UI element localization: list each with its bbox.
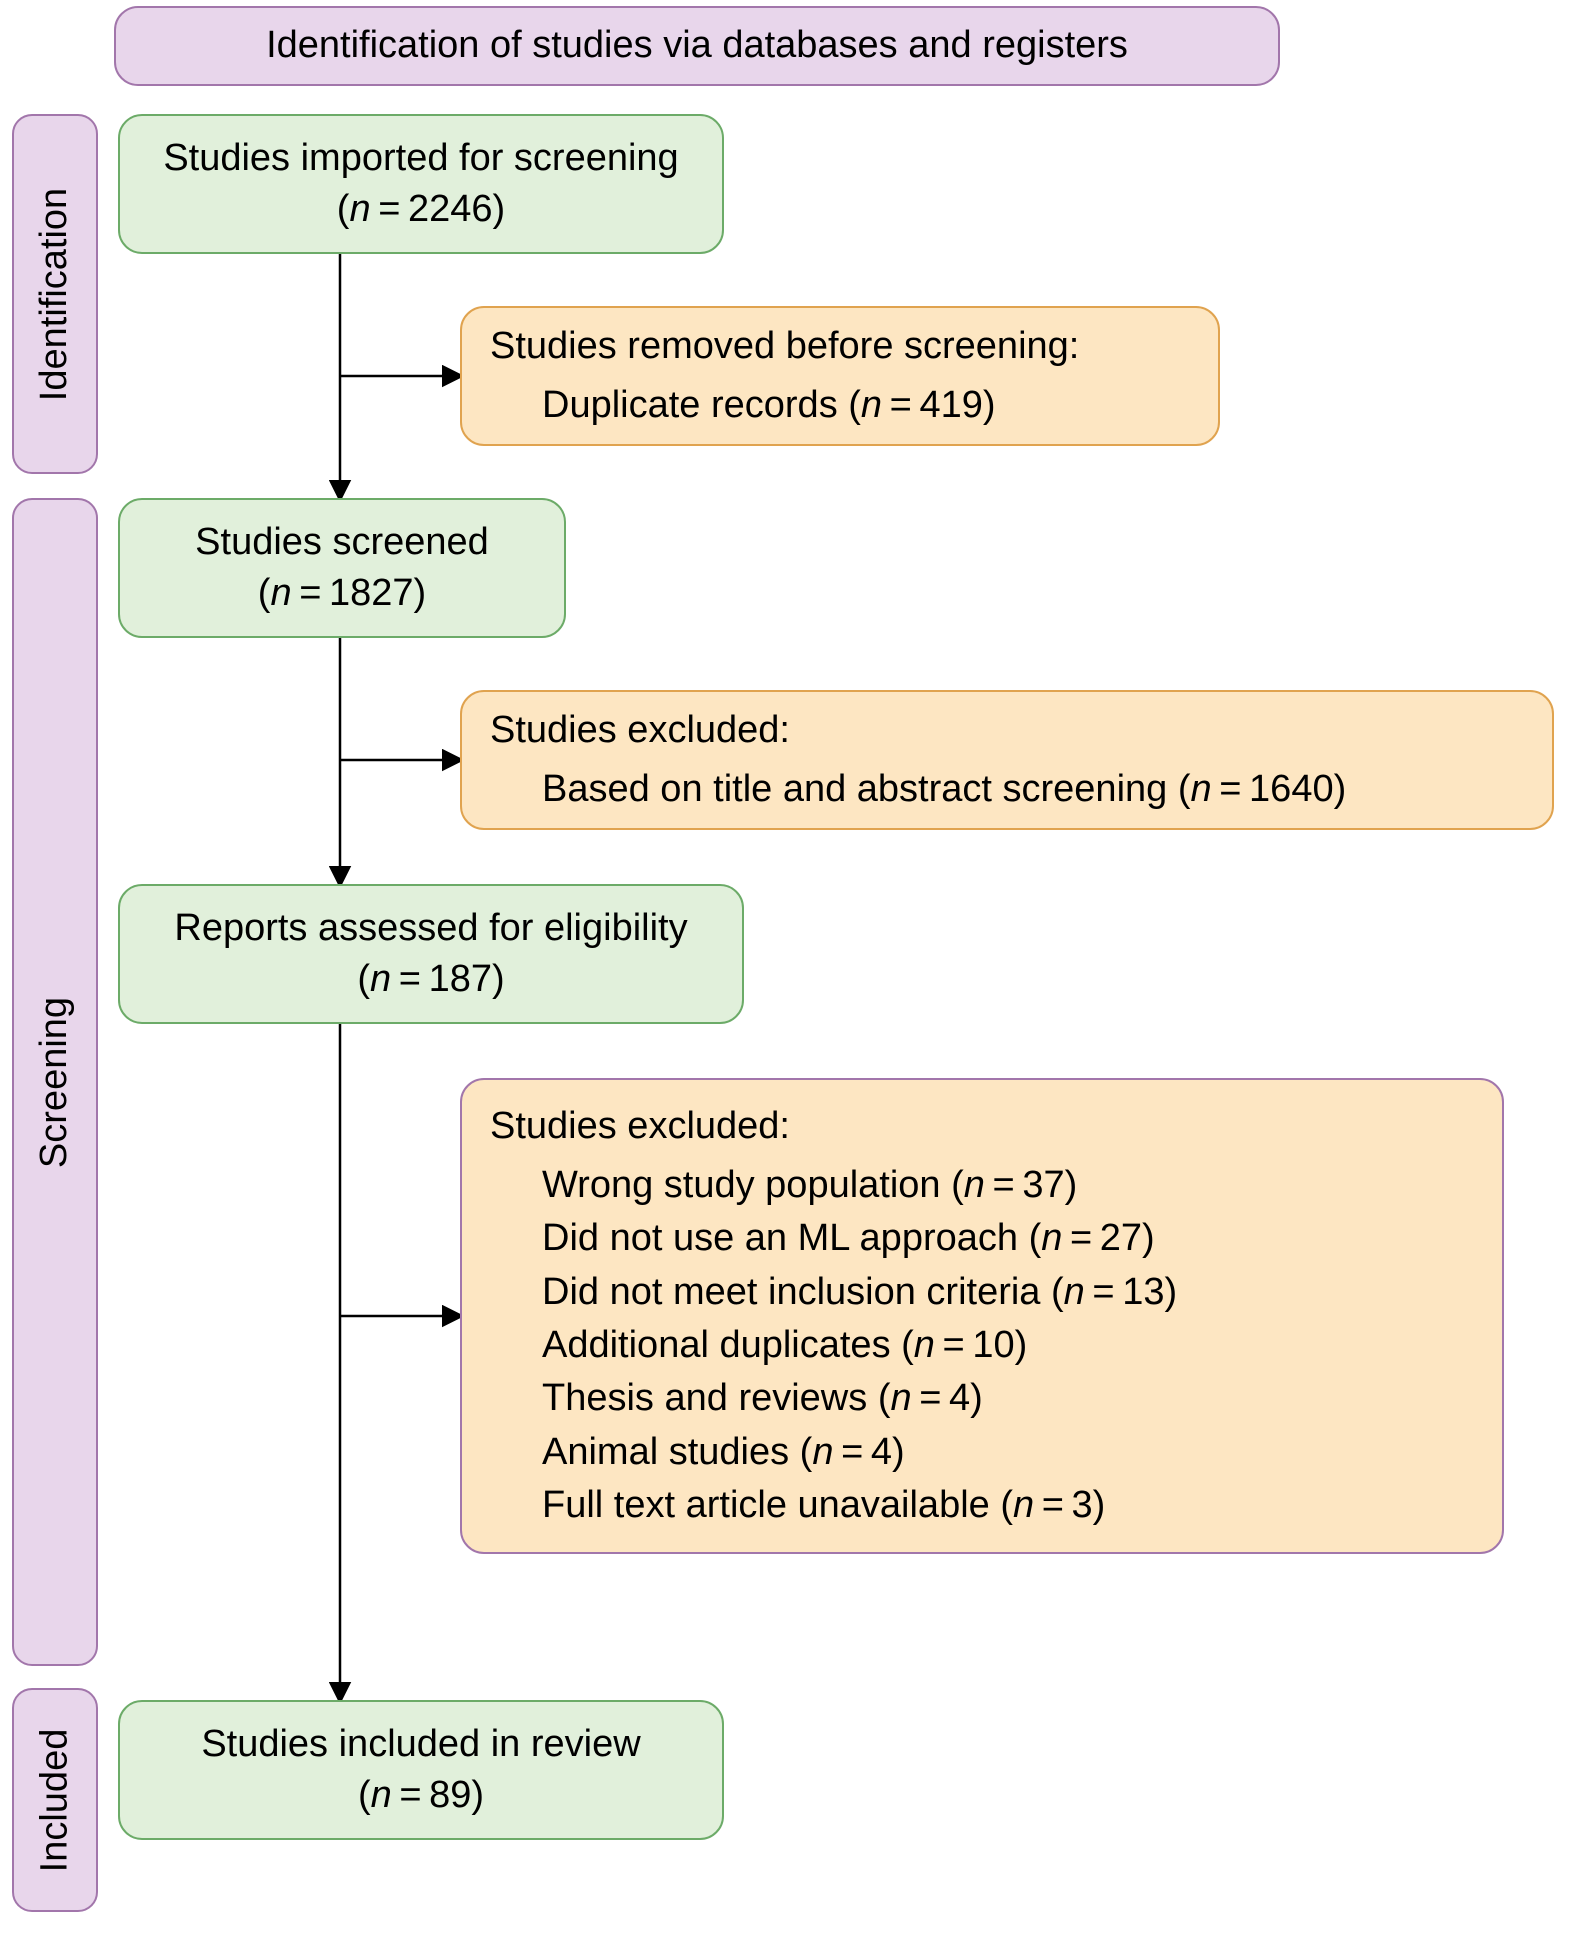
- stage-label-screening: Screening: [12, 498, 98, 1666]
- prisma-flowchart: Identification of studies via databases …: [0, 0, 1594, 1933]
- flow-box-screened: Studies screened(n = 1827): [118, 498, 566, 638]
- exclusion-box-removed_before: Studies removed before screening:Duplica…: [460, 306, 1220, 446]
- header-title: Identification of studies via databases …: [114, 6, 1280, 86]
- exclusion-box-excluded_title: Studies excluded:Based on title and abst…: [460, 690, 1554, 830]
- stage-label-identification: Identification: [12, 114, 98, 474]
- flow-box-imported: Studies imported for screening(n = 2246): [118, 114, 724, 254]
- stage-label-included: Included: [12, 1688, 98, 1912]
- flow-box-assessed: Reports assessed for eligibility(n = 187…: [118, 884, 744, 1024]
- exclusion-box-excluded_full: Studies excluded:Wrong study population …: [460, 1078, 1504, 1554]
- flow-box-included: Studies included in review(n = 89): [118, 1700, 724, 1840]
